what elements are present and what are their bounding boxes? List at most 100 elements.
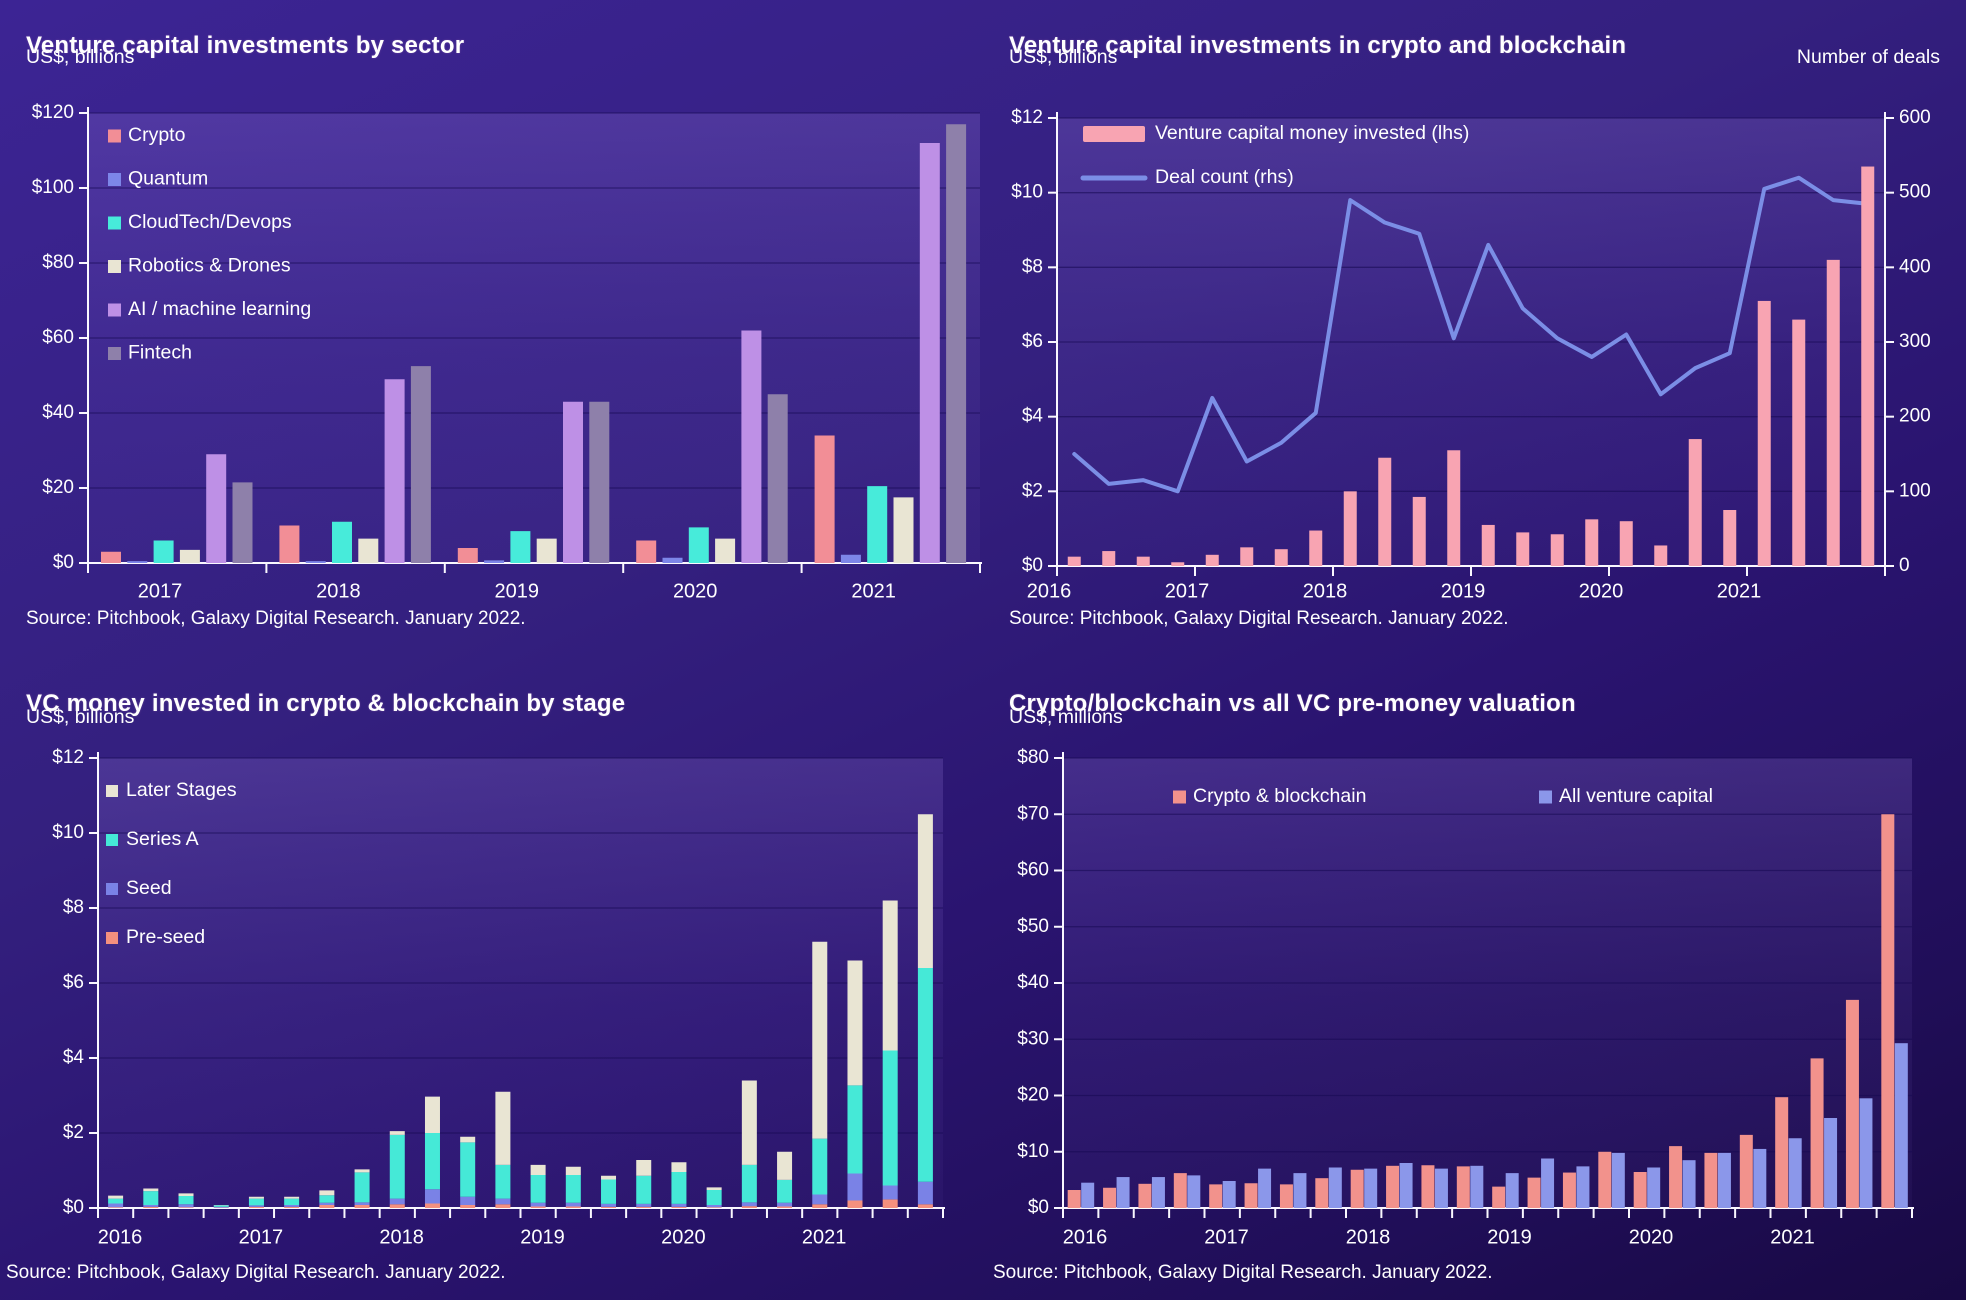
legend-label: Quantum xyxy=(128,168,208,190)
x-axis-label: 2017 xyxy=(1204,1226,1249,1248)
bar-segment xyxy=(424,1203,440,1208)
bar xyxy=(1470,1165,1484,1208)
bar xyxy=(1209,1184,1223,1208)
y-axis-label: $6 xyxy=(63,972,84,993)
bar-segment xyxy=(248,1198,264,1206)
bar-segment xyxy=(354,1202,370,1205)
legend-swatch xyxy=(108,260,121,273)
bar xyxy=(1824,1118,1838,1208)
y-axis-label: $8 xyxy=(63,897,84,918)
bar-segment xyxy=(460,1205,476,1208)
bar-segment xyxy=(389,1131,405,1135)
bar xyxy=(1456,1166,1470,1208)
bar-segment xyxy=(777,1206,793,1208)
bar xyxy=(1173,1173,1187,1208)
y-axis-label: $0 xyxy=(1022,555,1043,576)
y-axis-label: $12 xyxy=(52,747,84,768)
legend-label: AI / machine learning xyxy=(128,298,311,320)
bar xyxy=(1788,1138,1802,1208)
bar-segment xyxy=(389,1204,405,1208)
stack xyxy=(424,1096,440,1208)
x-axis-label: 2019 xyxy=(1441,580,1486,602)
bar xyxy=(1447,450,1461,566)
bar-segment xyxy=(460,1142,476,1197)
bar-segment xyxy=(882,1199,898,1208)
bar xyxy=(384,379,405,563)
bar-segment xyxy=(213,1205,229,1207)
stack xyxy=(284,1196,300,1208)
y-axis-label: $100 xyxy=(32,177,74,198)
stack xyxy=(248,1196,264,1208)
bar xyxy=(1723,510,1737,566)
y-axis-label: $10 xyxy=(52,822,84,843)
bar xyxy=(1647,1167,1661,1208)
bar-segment xyxy=(530,1206,546,1208)
bar-segment xyxy=(108,1203,124,1208)
bar xyxy=(1541,1158,1555,1208)
x-axis-label: 2019 xyxy=(520,1226,565,1248)
y-axis-label: $0 xyxy=(63,1197,84,1218)
legend-label: Pre-seed xyxy=(126,926,205,948)
bar xyxy=(1315,1178,1329,1208)
x-axis-label: 2018 xyxy=(1346,1226,1391,1248)
bar xyxy=(636,540,657,563)
bar xyxy=(279,525,300,563)
bar-segment xyxy=(284,1196,300,1199)
bar xyxy=(127,561,148,563)
bar xyxy=(867,486,888,563)
bar-segment xyxy=(671,1162,687,1172)
bar-segment xyxy=(284,1198,300,1205)
panel-crypto-vc: $0 $2 $4 $6 $8 $10 $12 0 100 200 300 400 500 600 2016 2… xyxy=(983,0,1966,650)
x-axis-label: 2021 xyxy=(1770,1226,1815,1248)
bar xyxy=(1279,1184,1293,1208)
panel-title: Crypto/blockchain vs all VC pre-money va… xyxy=(1009,689,1576,717)
x-axis-label: 2020 xyxy=(661,1226,706,1248)
y-axis-label: $2 xyxy=(1022,480,1043,501)
bar-segment xyxy=(319,1205,335,1208)
bar xyxy=(1598,1151,1612,1208)
bar xyxy=(1845,999,1859,1208)
panel-title: Venture capital investments by sector xyxy=(26,31,465,59)
bar-segment xyxy=(565,1206,581,1208)
y-axis-label: $4 xyxy=(63,1047,85,1068)
bar xyxy=(688,527,709,563)
stack xyxy=(917,814,933,1208)
bar-segment xyxy=(565,1175,581,1203)
legend-label: All venture capital xyxy=(1559,785,1713,807)
stack xyxy=(847,960,863,1208)
bar-segment xyxy=(143,1205,159,1207)
y-axis-label: $40 xyxy=(1017,972,1049,993)
legend-swatch xyxy=(108,129,121,143)
bar xyxy=(1386,1165,1400,1208)
bar-segment xyxy=(178,1207,194,1208)
bar-segment xyxy=(530,1175,546,1203)
bar xyxy=(153,540,174,563)
bar-segment xyxy=(565,1202,581,1207)
bar xyxy=(305,561,326,563)
valuation-paired-bar-chart: $0 $10 $20 $30 $40 $50 $60 $70 $80 2016 2017 2018 20… xyxy=(1017,747,1914,1248)
bar-segment xyxy=(178,1196,194,1205)
bar-segment xyxy=(143,1206,159,1208)
bar-segment xyxy=(108,1195,124,1199)
legend-swatch xyxy=(106,932,118,944)
bar xyxy=(1810,1058,1824,1208)
bar-segment xyxy=(354,1172,370,1203)
stack xyxy=(495,1091,511,1208)
bar xyxy=(1861,166,1875,567)
sector-bar-chart: $0 $20 $40 $60 $80 $100 $120 2017 2018 2019 2020 20… xyxy=(32,102,982,602)
panel-valuation: $0 $10 $20 $30 $40 $50 $60 $70 $80 2016 2017 2018 20… xyxy=(983,650,1966,1300)
bar xyxy=(1244,1183,1258,1208)
unit-label-right: Number of deals xyxy=(1796,46,1940,68)
y-axis-label: $8 xyxy=(1022,256,1043,277)
bar xyxy=(1116,1177,1130,1208)
bar xyxy=(358,538,379,563)
paired-bars xyxy=(1067,814,1908,1208)
bar-segment xyxy=(108,1198,124,1204)
x-axis-label: 2016 xyxy=(98,1226,143,1248)
stack xyxy=(143,1188,159,1208)
stack xyxy=(812,941,828,1208)
bar xyxy=(1412,496,1426,566)
bar xyxy=(1527,1177,1541,1208)
y-axis-right-label: 300 xyxy=(1899,331,1931,352)
bar-segment xyxy=(601,1203,617,1207)
